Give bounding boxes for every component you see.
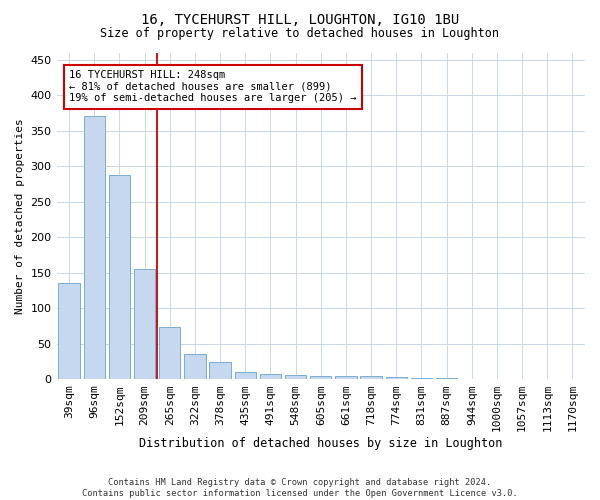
- Bar: [361, 376, 382, 380]
- Bar: [562, 378, 583, 380]
- Bar: [511, 378, 533, 380]
- Bar: [536, 378, 558, 380]
- Text: 16 TYCEHURST HILL: 248sqm
← 81% of detached houses are smaller (899)
19% of semi: 16 TYCEHURST HILL: 248sqm ← 81% of detac…: [69, 70, 356, 104]
- Bar: [436, 378, 457, 380]
- Bar: [134, 269, 155, 380]
- Bar: [209, 362, 231, 380]
- Bar: [486, 378, 508, 380]
- Bar: [58, 284, 80, 380]
- Text: 16, TYCEHURST HILL, LOUGHTON, IG10 1BU: 16, TYCEHURST HILL, LOUGHTON, IG10 1BU: [141, 12, 459, 26]
- Bar: [184, 354, 206, 380]
- Bar: [260, 374, 281, 380]
- Text: Size of property relative to detached houses in Loughton: Size of property relative to detached ho…: [101, 28, 499, 40]
- Bar: [285, 375, 307, 380]
- Y-axis label: Number of detached properties: Number of detached properties: [15, 118, 25, 314]
- Bar: [411, 378, 432, 380]
- Bar: [159, 327, 181, 380]
- X-axis label: Distribution of detached houses by size in Loughton: Distribution of detached houses by size …: [139, 437, 502, 450]
- Text: Contains HM Land Registry data © Crown copyright and database right 2024.
Contai: Contains HM Land Registry data © Crown c…: [82, 478, 518, 498]
- Bar: [310, 376, 331, 380]
- Bar: [235, 372, 256, 380]
- Bar: [461, 378, 482, 380]
- Bar: [335, 376, 356, 380]
- Bar: [109, 174, 130, 380]
- Bar: [83, 116, 105, 380]
- Bar: [386, 377, 407, 380]
